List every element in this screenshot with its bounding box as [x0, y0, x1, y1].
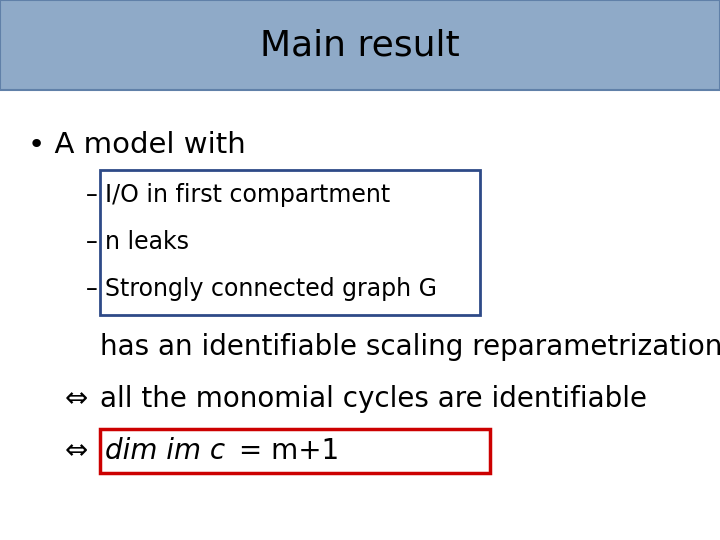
Text: –: – [86, 183, 98, 207]
Text: dim im c: dim im c [105, 437, 225, 465]
Text: = m+1: = m+1 [230, 437, 339, 465]
Text: all the monomial cycles are identifiable: all the monomial cycles are identifiable [100, 385, 647, 413]
Text: –: – [86, 277, 98, 301]
Text: Strongly connected graph G: Strongly connected graph G [105, 277, 437, 301]
Text: has an identifiable scaling reparametrization: has an identifiable scaling reparametriz… [100, 333, 720, 361]
Text: I/O in first compartment: I/O in first compartment [105, 183, 390, 207]
Text: ⇔: ⇔ [65, 385, 89, 413]
FancyBboxPatch shape [0, 0, 720, 90]
Text: Main result: Main result [260, 28, 460, 62]
Text: ⇔: ⇔ [65, 437, 89, 465]
Text: n leaks: n leaks [105, 230, 189, 254]
Text: –: – [86, 230, 98, 254]
FancyBboxPatch shape [100, 170, 480, 315]
FancyBboxPatch shape [100, 429, 490, 473]
Text: • A model with: • A model with [28, 131, 246, 159]
